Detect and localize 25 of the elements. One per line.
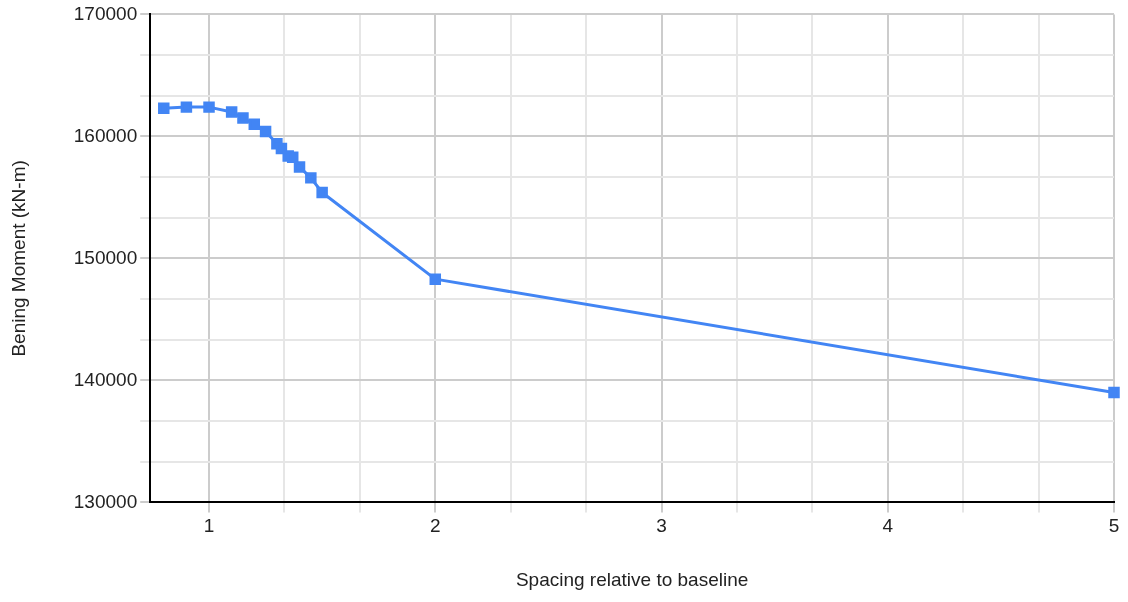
x-tick-label: 4 [882, 515, 894, 537]
x-tick-label: 3 [656, 515, 667, 537]
y-tick-label: 140000 [73, 368, 138, 390]
point [158, 102, 170, 115]
x-tick-label: 5 [1108, 515, 1120, 537]
y-tick-label: 150000 [73, 246, 138, 268]
point [237, 112, 249, 124]
x-tick-label: 2 [429, 515, 441, 537]
point [259, 125, 272, 138]
y-axis-title: Bening Moment (kN-m) [7, 160, 29, 357]
point [305, 172, 317, 184]
point [248, 118, 261, 130]
y-tick-label: 170000 [73, 2, 138, 24]
point [1108, 386, 1120, 399]
y-tick-label: 160000 [73, 124, 138, 146]
x-tick-label: 1 [203, 515, 215, 537]
x-axis-title: Spacing relative to baseline [515, 568, 749, 590]
y-tick-label: 130000 [73, 490, 138, 512]
point [203, 101, 215, 113]
point [316, 186, 328, 199]
point [225, 106, 238, 118]
point [429, 273, 442, 285]
point [286, 151, 299, 163]
point [293, 161, 306, 173]
point [180, 101, 193, 113]
